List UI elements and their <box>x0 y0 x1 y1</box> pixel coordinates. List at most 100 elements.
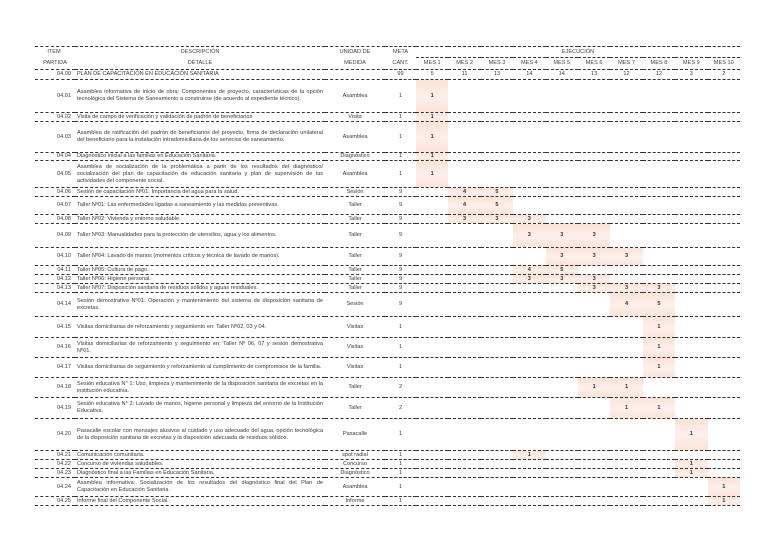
empty-cell <box>578 451 610 460</box>
header-month: MES 10 <box>713 60 734 66</box>
empty-cell <box>610 317 642 338</box>
empty-cell <box>416 275 448 284</box>
scheduled-cell: 1 <box>416 160 449 188</box>
header-descripcion: DESCRIPCIÓN <box>180 48 220 55</box>
empty-cell <box>708 378 740 398</box>
unit-of-measure: Visitas <box>346 364 364 370</box>
empty-cell <box>546 113 578 122</box>
scheduled-cell: 3 <box>545 247 578 266</box>
header-detalle: DETALLE <box>187 59 213 66</box>
item-description: Taller Nº07: Disposición sanitaria de re… <box>77 284 258 291</box>
month-total: 13 <box>493 71 501 77</box>
unit-of-measure: Asamblea <box>342 483 368 490</box>
header-month: MES 5 <box>553 60 571 66</box>
empty-cell <box>610 161 642 188</box>
empty-cell <box>675 378 707 398</box>
empty-cell <box>416 398 448 419</box>
summary-description: PLAN DE CAPACITACIÓN EN EDUCACIÓN SANITA… <box>77 71 219 77</box>
empty-cell <box>481 478 513 497</box>
empty-cell <box>675 497 707 506</box>
item-description: Visita de campo de verificación y valida… <box>77 113 253 120</box>
empty-cell <box>448 284 480 293</box>
month-total: 14 <box>526 71 533 77</box>
item-code: 04.19 <box>57 404 71 411</box>
item-description: Asamblea informativa: Socialización de l… <box>77 480 323 493</box>
item-code: 04.15 <box>57 323 71 330</box>
empty-cell <box>513 317 545 338</box>
unit-of-measure: Asamblea <box>342 170 368 177</box>
meta-quantity: 1 <box>398 133 403 140</box>
table-row: 04.01 Asamblea informativa de inicio de o… <box>35 79 740 113</box>
empty-cell <box>546 80 578 113</box>
table-row: 04.02 Visita de campo de verificación y v… <box>35 112 740 122</box>
empty-cell <box>481 378 513 398</box>
empty-cell <box>513 419 545 451</box>
empty-cell <box>513 113 545 122</box>
table-row: 04.06 Sesión de capacitación Nº01: Import… <box>35 187 740 197</box>
empty-cell <box>416 248 448 266</box>
empty-cell <box>448 419 480 451</box>
item-description: Sesión educativa N° 2: Lavado de manos, … <box>77 401 323 414</box>
table-row: 04.12 Taller Nº06: Higiene personal. Talle… <box>35 274 740 284</box>
empty-cell <box>448 293 480 317</box>
empty-cell <box>643 378 675 398</box>
scheduled-cell: 3 <box>545 274 578 284</box>
empty-cell <box>448 451 480 460</box>
empty-cell <box>448 248 480 266</box>
empty-cell <box>610 451 642 460</box>
empty-cell <box>578 398 610 419</box>
empty-cell <box>481 266 513 275</box>
empty-cell <box>513 378 545 398</box>
empty-cell <box>610 478 642 497</box>
unit-of-measure: Taller <box>348 232 362 238</box>
empty-cell <box>675 478 707 497</box>
meta-quantity: 1 <box>398 460 403 467</box>
scheduled-cell: 1 <box>416 79 449 113</box>
empty-cell <box>513 358 545 378</box>
empty-cell <box>610 224 642 248</box>
table-row: 04.18 Sesión educativa N° 1: Uso, limpiez… <box>35 377 740 398</box>
empty-cell <box>708 122 740 153</box>
unit-of-measure: Taller <box>348 253 362 259</box>
empty-cell <box>675 338 707 358</box>
empty-cell <box>675 80 707 113</box>
empty-cell <box>448 224 480 248</box>
empty-cell <box>513 248 545 266</box>
item-code: 04.08 <box>57 215 71 222</box>
month-total: 3 <box>689 71 693 77</box>
empty-cell <box>708 188 740 197</box>
unit-of-measure: Asamblea <box>342 92 368 99</box>
empty-cell <box>546 378 578 398</box>
table-body: 04.00 PLAN DE CAPACITACIÓN EN EDUCACIÓN … <box>35 70 740 506</box>
header-partida: PARTIDA <box>43 59 67 66</box>
empty-cell <box>643 224 675 248</box>
scheduled-cell: 1 <box>642 357 676 378</box>
meta-quantity: 9 <box>398 275 403 282</box>
empty-cell <box>416 215 448 224</box>
scheduled-cell: 3 <box>642 283 676 293</box>
empty-cell <box>416 460 448 469</box>
empty-cell <box>416 419 448 451</box>
item-description: Visitas domiciliarias de reforzamiento y… <box>77 323 267 330</box>
meta-quantity: 9 <box>398 232 403 238</box>
meta-quantity: 1 <box>398 153 403 159</box>
empty-cell <box>546 215 578 224</box>
empty-cell <box>708 266 740 275</box>
empty-cell <box>481 284 513 293</box>
empty-cell <box>481 338 513 358</box>
summary-meta: 99 <box>397 71 404 77</box>
item-description: Taller Nº02: Vivienda y entorno saludabl… <box>77 215 181 222</box>
scheduled-cell: 1 <box>610 377 643 398</box>
empty-cell <box>675 113 707 122</box>
scheduled-cell: 3 <box>513 274 546 284</box>
item-description: Visitas domiciliarias de reforzamiento y… <box>77 340 323 354</box>
table-row: 04.07 Taller Nº01: Las enfermedades ligad… <box>35 196 740 215</box>
empty-cell <box>708 338 740 358</box>
meta-quantity: 9 <box>398 215 403 222</box>
item-code: 04.05 <box>57 170 71 177</box>
item-code: 04.02 <box>57 113 71 120</box>
empty-cell <box>610 197 642 215</box>
empty-cell <box>513 197 545 215</box>
empty-cell <box>610 275 642 284</box>
empty-cell <box>546 460 578 469</box>
